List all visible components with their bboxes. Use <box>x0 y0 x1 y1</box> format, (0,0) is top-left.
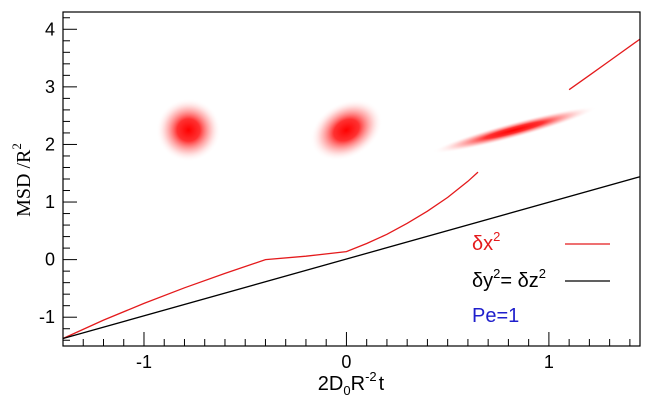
x-tick-label: 1 <box>544 352 554 372</box>
x-axis-label-sub: 0 <box>343 383 350 398</box>
x-axis-label: 2D0R-2 t <box>318 369 385 398</box>
x-axis-label-tail: t <box>379 373 385 395</box>
legend-label-dx2: δx2 <box>472 229 500 255</box>
distribution-blob-3 <box>432 106 597 154</box>
y-tick-label: 3 <box>45 77 55 97</box>
series-lines <box>62 38 641 340</box>
y-axis-ticks: -1 0 1 2 3 4 <box>39 17 77 341</box>
x-axis-label-sup: -2 <box>365 369 377 384</box>
y-tick-label: 4 <box>45 19 55 39</box>
legend: δx2 δy2= δz2 Pe=1 <box>472 229 610 327</box>
series-line-dx2-2 <box>568 38 641 91</box>
legend-label-dy2_dz2: δy2= δz2 <box>472 266 546 292</box>
y-tick-label: 0 <box>45 250 55 270</box>
distribution-blob-1 <box>156 98 221 162</box>
y-axis-label-sup: 2 <box>9 143 24 150</box>
series-line-dy2_dz2-1 <box>62 176 641 340</box>
y-tick-label: 2 <box>45 134 55 154</box>
y-tick-label: 1 <box>45 192 55 212</box>
x-tick-label: 0 <box>341 352 351 372</box>
x-axis-label-mid: R <box>351 373 365 395</box>
distribution-blobs <box>156 98 597 162</box>
legend-note: Pe=1 <box>472 305 519 327</box>
x-tick-label: -1 <box>136 352 152 372</box>
plot-frame <box>62 11 641 347</box>
y-axis-label: MSD /R2 <box>9 143 35 217</box>
distribution-blob-2 <box>310 99 383 161</box>
y-tick-label: -1 <box>39 307 55 327</box>
x-axis-ticks: -1 0 1 <box>62 332 631 372</box>
x-axis-label-base: 2D <box>318 373 344 395</box>
y-axis-label-base: MSD /R <box>13 149 35 217</box>
series-line-dx2-1 <box>62 171 479 340</box>
